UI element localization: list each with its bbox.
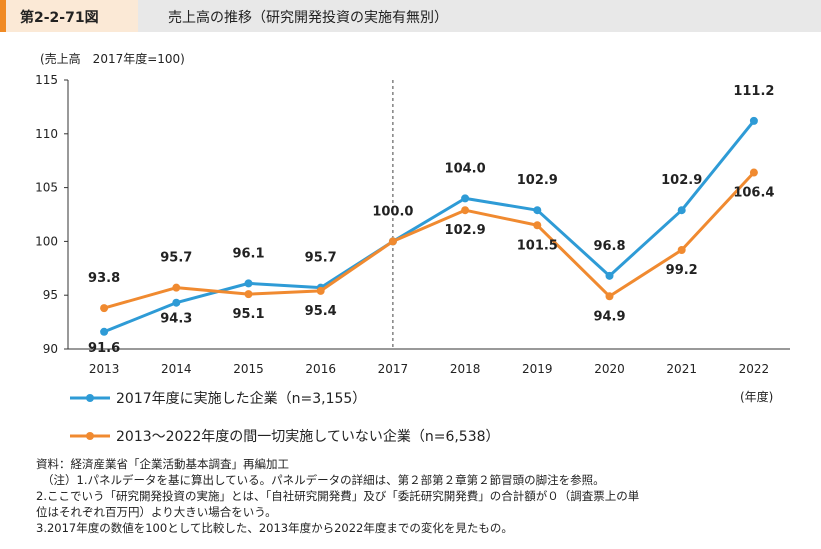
figure-number: 第2-2-71図: [20, 10, 99, 26]
series-0-point: [749, 116, 758, 125]
y-tick-label: 95: [43, 288, 58, 302]
x-tick-label: 2015: [233, 362, 264, 376]
series-1-data-label: 101.5: [517, 238, 558, 253]
footnotes: 資料：経済産業省「企業活動基本調査」再編加工 （注）1.パネルデータを基に算出し…: [36, 456, 639, 536]
series-1-point: [388, 237, 397, 246]
note-2: 2.ここでいう「研究開発投資の実施」とは、「自社研究開発費」及び「委託研究開発費…: [36, 489, 640, 503]
series-0-point: [100, 327, 109, 336]
note-1: （注）1.パネルデータを基に算出している。パネルデータの詳細は、第２部第２章第２…: [42, 473, 605, 487]
y-tick-label: 105: [35, 181, 58, 195]
series-1-point: [533, 221, 542, 230]
series-1-line: [103, 171, 755, 310]
series-1-point: [461, 206, 470, 215]
x-tick-label: 2016: [305, 362, 336, 376]
series-0-point: [677, 206, 686, 215]
y-tick-label: 90: [43, 342, 58, 356]
series-1-point: [316, 286, 325, 295]
x-axis-unit-label: (年度): [740, 390, 774, 404]
series-1-point: [605, 292, 614, 301]
y-axis-unit-label: (売上高 2017年度=100): [40, 52, 185, 66]
figure-title: 売上高の推移（研究開発投資の実施有無別）: [168, 10, 448, 26]
source-note: 資料：経済産業省「企業活動基本調査」再編加工: [36, 457, 289, 471]
series-1-data-label: 95.1: [232, 307, 264, 322]
series-0-point: [533, 206, 542, 215]
series-1-data-label: 106.4: [733, 186, 774, 201]
series-0-point: [605, 271, 614, 280]
y-tick-label: 110: [35, 127, 58, 141]
figure-header: 第2-2-71図 売上高の推移（研究開発投資の実施有無別）: [0, 0, 821, 32]
series-1-point: [100, 304, 109, 313]
series-0-data-label: 94.3: [160, 312, 192, 327]
x-tick-label: 2021: [666, 362, 697, 376]
series-0-point: [244, 279, 253, 288]
series-1-data-label: 102.9: [445, 223, 486, 238]
series-0-data-label: 96.1: [232, 246, 264, 261]
series-1-data-label: 95.7: [160, 251, 192, 266]
note-3: 3.2017年度の数値を100として比較した、2013年度から2022年度までの…: [36, 521, 513, 535]
series-0-data-label: 100.0: [372, 204, 413, 219]
legend-swatch-point: [86, 432, 94, 440]
series-0-point: [461, 194, 470, 203]
series-1-point: [677, 246, 686, 255]
series-0-data-label: 111.2: [733, 84, 774, 99]
x-tick-label: 2018: [450, 362, 481, 376]
series-0-point: [172, 298, 181, 307]
x-tick-label: 2020: [594, 362, 625, 376]
series-1-data-label: 93.8: [88, 271, 120, 286]
series-0-data-label: 91.6: [88, 341, 120, 356]
figure-number-tag: 第2-2-71図: [0, 0, 138, 32]
x-tick-label: 2022: [739, 362, 770, 376]
series-0-data-label: 96.8: [593, 239, 625, 254]
series-1-data-label: 99.2: [666, 263, 698, 278]
series-1-point: [244, 290, 253, 299]
series-1-data-label: 94.9: [593, 309, 625, 324]
legend-label: 2017年度に実施した企業（n=3,155）: [116, 390, 366, 407]
y-tick-label: 100: [35, 234, 58, 248]
series-1-data-label: 95.4: [305, 304, 337, 319]
figure-tag-accent: [0, 0, 6, 32]
series-1-point: [749, 168, 758, 177]
note-2-cont: 位はそれぞれ百万円）より大きい場合をいう。: [36, 505, 277, 519]
y-tick-label: 115: [35, 73, 58, 87]
series-0-data-label: 102.9: [517, 173, 558, 188]
series-1-point: [172, 283, 181, 292]
x-tick-label: 2019: [522, 362, 553, 376]
series-0-data-label: 95.7: [305, 251, 337, 266]
x-tick-label: 2017: [378, 362, 409, 376]
series-0-line: [103, 119, 756, 334]
series-0-data-label: 104.0: [445, 161, 486, 176]
x-tick-label: 2013: [89, 362, 120, 376]
x-tick-label: 2014: [161, 362, 192, 376]
legend-swatch-point: [86, 394, 94, 402]
series-0-data-label: 102.9: [661, 173, 702, 188]
legend-label: 2013～2022年度の間一切実施していない企業（n=6,538）: [116, 428, 500, 445]
